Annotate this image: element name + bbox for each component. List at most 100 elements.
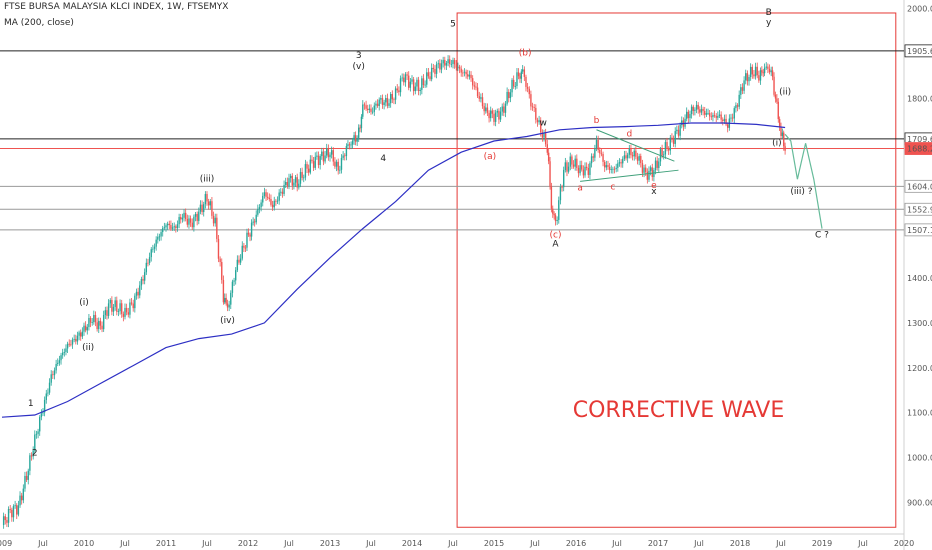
candle-body xyxy=(362,104,364,117)
candle-body xyxy=(176,224,179,229)
candle-body xyxy=(771,70,774,77)
candle-body xyxy=(753,74,755,77)
y-tick-label: 1800.00 xyxy=(907,94,932,103)
candle-body xyxy=(396,88,398,91)
candle-body xyxy=(34,434,36,451)
candle-body xyxy=(690,106,693,115)
candle-body xyxy=(471,78,474,86)
candle-body xyxy=(700,108,703,113)
x-tick-label: 2010 xyxy=(74,539,94,548)
candle-body xyxy=(720,114,722,120)
wave-label: 1 xyxy=(28,399,34,409)
candle-body xyxy=(368,108,371,110)
candle-body xyxy=(68,343,70,345)
candle-body xyxy=(762,72,764,74)
candle-body xyxy=(778,119,781,127)
x-tick-label: 2009 xyxy=(0,539,12,548)
candle-body xyxy=(380,98,382,100)
candle-body xyxy=(270,199,272,205)
candle-body xyxy=(538,120,540,123)
candle-body xyxy=(283,184,285,194)
level-badge xyxy=(904,179,932,193)
candle-body xyxy=(50,374,52,383)
candle-body xyxy=(736,105,739,107)
candle-body xyxy=(592,156,594,158)
candle-body xyxy=(571,156,573,165)
candle-body xyxy=(35,433,38,435)
candle-body xyxy=(727,124,729,128)
candle-body xyxy=(134,295,136,309)
level-label: 1604.07 xyxy=(907,182,932,191)
candle-body xyxy=(385,98,387,103)
candle-body xyxy=(398,90,400,93)
candle-body xyxy=(605,165,608,168)
candle-body xyxy=(157,236,159,240)
candle-body xyxy=(337,161,339,171)
candle-body xyxy=(707,113,709,114)
candle-body xyxy=(509,92,512,99)
candle-body xyxy=(648,170,650,180)
candle-body xyxy=(508,91,510,99)
candle-body xyxy=(236,259,239,271)
candle-body xyxy=(206,194,208,202)
candle-body xyxy=(330,150,333,155)
candle-body xyxy=(257,209,259,215)
candle-body xyxy=(55,364,57,371)
y-tick-label: 900.00 xyxy=(907,499,932,508)
candle-body xyxy=(733,108,735,119)
candle-body xyxy=(19,495,21,506)
candle-body xyxy=(194,214,197,217)
candle-body xyxy=(58,360,61,363)
candle-body xyxy=(160,232,162,237)
candle-body xyxy=(481,97,484,107)
candle-body xyxy=(191,222,193,228)
candle-body xyxy=(321,151,323,157)
candle-body xyxy=(767,66,769,69)
candle-body xyxy=(613,168,616,170)
candle-body xyxy=(86,327,88,331)
candle-body xyxy=(309,159,312,173)
candle-body xyxy=(317,155,320,166)
candle-body xyxy=(630,148,632,156)
x-tick-label: Jul xyxy=(283,539,294,548)
candle-body xyxy=(116,300,118,312)
candle-body xyxy=(440,63,443,70)
candle-body xyxy=(656,160,658,168)
x-tick-label: 2013 xyxy=(320,539,340,548)
wave-label: 3 xyxy=(356,51,362,61)
candle-body xyxy=(730,117,732,119)
candle-body xyxy=(81,331,84,337)
candle-body xyxy=(332,150,334,162)
candle-body xyxy=(291,175,293,186)
candle-body xyxy=(437,63,439,65)
candle-body xyxy=(228,304,230,308)
candle-body xyxy=(559,186,562,201)
candle-body xyxy=(574,158,576,167)
wave-label: x xyxy=(651,187,657,197)
candle-body xyxy=(777,101,779,120)
candle-body xyxy=(307,168,310,173)
y-tick-label: 2000.00 xyxy=(907,4,932,13)
wave-label: c xyxy=(610,183,615,193)
wave-label: (c) xyxy=(550,231,562,241)
candle-body xyxy=(590,156,593,164)
candle-body xyxy=(625,155,627,159)
candle-body xyxy=(286,182,289,187)
candle-body xyxy=(339,169,341,171)
candle-body xyxy=(528,88,530,95)
candle-body xyxy=(84,325,87,331)
candle-body xyxy=(16,505,18,515)
wave-label: 2 xyxy=(32,448,38,458)
candle-body xyxy=(531,106,534,108)
candle-body xyxy=(581,165,583,170)
candle-body xyxy=(178,217,180,225)
candle-body xyxy=(455,64,457,68)
wave-label: B xyxy=(766,8,772,18)
candle-body xyxy=(612,168,614,170)
candle-body xyxy=(558,200,560,220)
candle-body xyxy=(681,120,683,125)
candle-body xyxy=(628,148,630,155)
candle-body xyxy=(278,192,280,201)
candle-body xyxy=(488,112,490,119)
